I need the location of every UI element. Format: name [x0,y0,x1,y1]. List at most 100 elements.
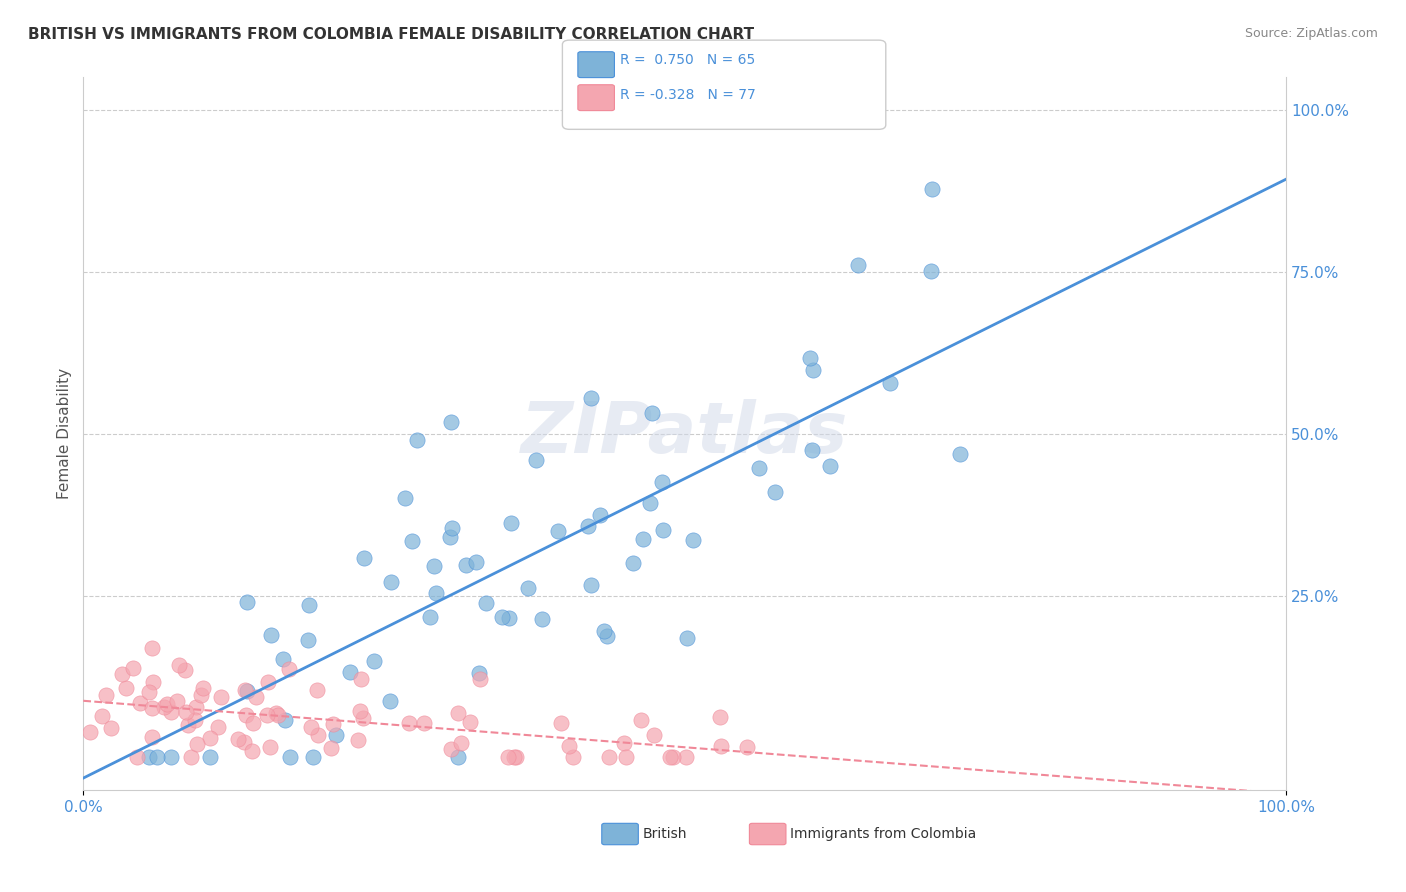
Point [799,351,821,365]
Point [274,713,297,727]
Text: British: British [643,827,688,841]
Point [200,731,222,745]
Point [166,694,188,708]
Point [446,706,468,721]
Point [191,681,214,696]
Point [297,633,319,648]
Point [550,715,572,730]
Point [505,750,527,764]
Point [658,750,681,764]
Point [676,632,699,646]
Point [475,596,498,610]
Point [589,508,612,523]
Point [235,708,257,723]
Point [257,674,280,689]
Point [100,721,122,735]
Point [558,739,581,754]
Point [129,696,152,710]
Point [190,688,212,702]
Point [419,610,441,624]
Point [353,550,375,565]
Point [363,654,385,668]
Point [91,708,114,723]
Point [737,739,759,754]
Point [183,714,205,728]
Text: ZIPatlas: ZIPatlas [522,399,848,468]
Point [111,666,134,681]
Point [321,740,343,755]
Point [458,714,481,729]
Point [141,674,163,689]
Point [440,416,463,430]
Point [267,708,290,723]
Point [322,717,344,731]
Point [763,485,786,500]
Point [576,518,599,533]
Point [167,657,190,672]
Point [394,491,416,506]
Point [516,581,538,595]
Point [207,720,229,734]
Point [613,736,636,750]
Point [440,741,463,756]
Point [114,681,136,695]
Point [581,391,603,405]
Point [347,733,370,747]
Point [447,750,470,764]
Point [496,750,519,764]
Point [138,685,160,699]
Point [122,661,145,675]
Point [307,682,329,697]
Point [547,524,569,539]
Point [240,744,263,758]
Point [820,459,842,474]
Text: BRITISH VS IMMIGRANTS FROM COLOMBIA FEMALE DISABILITY CORRELATION CHART: BRITISH VS IMMIGRANTS FROM COLOMBIA FEMA… [28,27,754,42]
Point [209,690,232,705]
Point [651,523,673,537]
Point [380,694,402,708]
Point [709,710,731,724]
Point [299,720,322,734]
Point [138,750,160,764]
Text: Source: ZipAtlas.com: Source: ZipAtlas.com [1244,27,1378,40]
Point [156,697,179,711]
Point [406,433,429,447]
Point [800,443,823,458]
Point [260,628,283,642]
Point [498,611,520,625]
Point [352,711,374,725]
Point [651,475,673,490]
Point [232,735,254,749]
Point [141,701,163,715]
Point [638,496,661,510]
Point [675,750,697,764]
Point [125,750,148,764]
Point [278,661,301,675]
Point [146,750,169,764]
Point [710,739,733,754]
Point [630,713,652,727]
Point [226,731,249,746]
Point [278,750,301,764]
Point [468,666,491,681]
Point [380,575,402,590]
Point [236,684,259,698]
Point [184,700,207,714]
Point [259,739,281,754]
Point [439,530,461,544]
Point [598,750,620,764]
Text: Immigrants from Colombia: Immigrants from Colombia [790,827,976,841]
Point [592,624,614,638]
Point [412,716,434,731]
Point [198,750,221,764]
Point [614,750,637,764]
Point [879,376,901,391]
Text: R =  0.750   N = 65: R = 0.750 N = 65 [620,53,755,67]
Point [242,716,264,731]
Point [748,460,770,475]
Point [339,665,361,680]
Point [79,724,101,739]
Point [621,556,644,570]
Point [456,558,478,573]
Point [301,750,323,764]
